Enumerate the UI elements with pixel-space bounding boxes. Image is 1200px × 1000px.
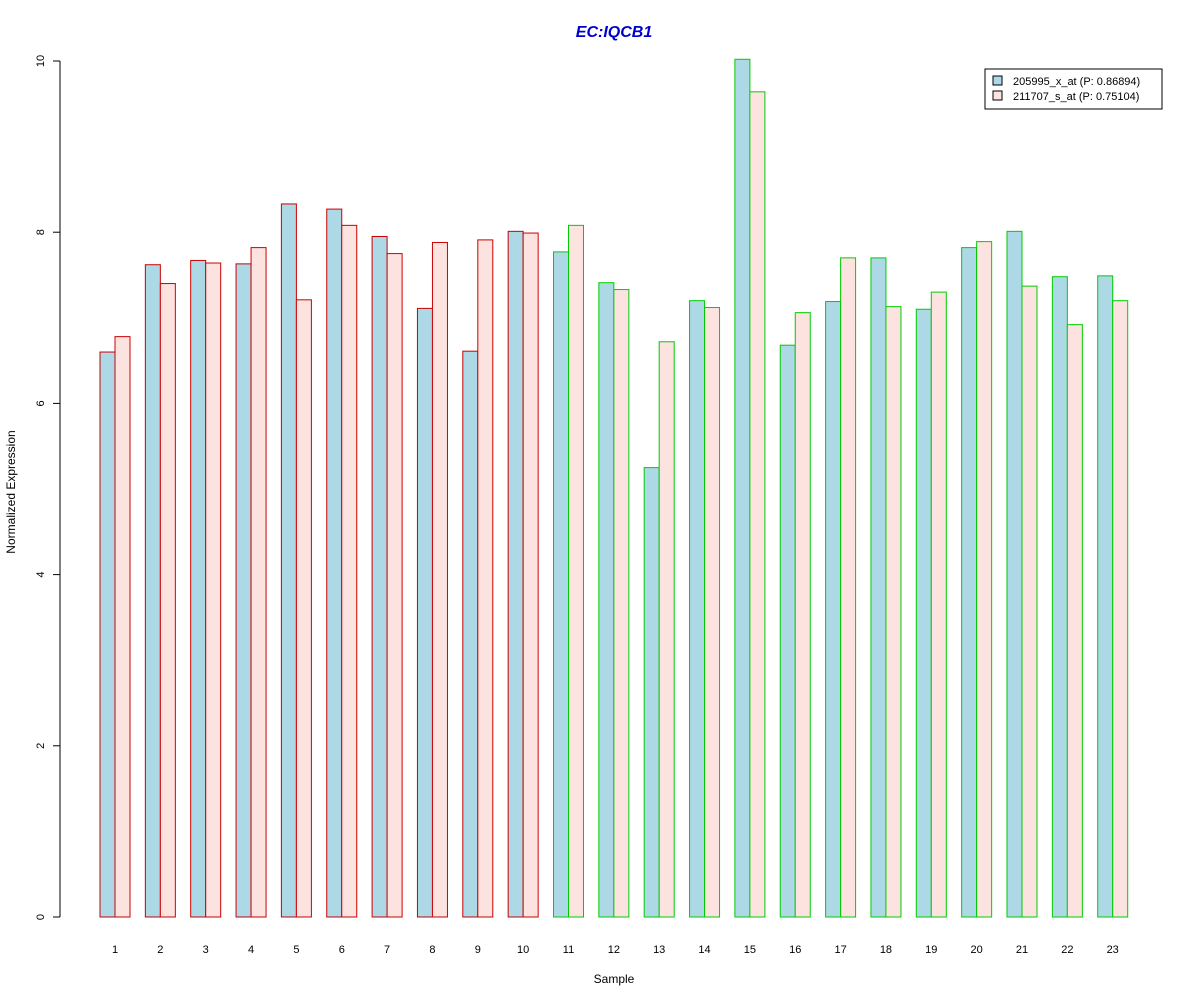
bar-series-2 bbox=[159, 283, 176, 918]
x-tick-label: 3 bbox=[203, 944, 209, 956]
x-tick-label: 11 bbox=[563, 944, 574, 956]
bar-series-1 bbox=[1051, 276, 1068, 918]
y-tick-label: 0 bbox=[35, 914, 47, 920]
bar-series-1 bbox=[1006, 230, 1023, 918]
y-tick-label: 8 bbox=[35, 229, 47, 235]
x-tick-label: 10 bbox=[517, 944, 529, 956]
bar-series-2 bbox=[477, 239, 494, 918]
y-tick-label: 10 bbox=[35, 55, 47, 67]
x-tick-label: 8 bbox=[429, 944, 435, 956]
bar-series-1 bbox=[280, 203, 297, 918]
bar-series-2 bbox=[114, 336, 131, 918]
bar-series-1 bbox=[689, 300, 706, 918]
x-tick-label: 2 bbox=[157, 944, 163, 956]
x-tick-label: 22 bbox=[1061, 944, 1073, 956]
legend: 205995_x_at (P: 0.86894) 211707_s_at (P:… bbox=[984, 68, 1163, 110]
bar-series-2 bbox=[930, 291, 947, 918]
bar-series-2 bbox=[1066, 324, 1083, 918]
x-tick-label: 7 bbox=[384, 944, 390, 956]
bar-series-2 bbox=[704, 307, 721, 918]
bar-series-1 bbox=[507, 230, 524, 918]
legend-swatch bbox=[992, 75, 1003, 86]
bar-series-1 bbox=[99, 351, 116, 918]
bar-series-2 bbox=[295, 299, 312, 918]
bar-series-1 bbox=[462, 350, 479, 918]
x-tick-label: 6 bbox=[339, 944, 345, 956]
bar-series-1 bbox=[598, 282, 615, 918]
x-tick-label: 17 bbox=[834, 944, 846, 956]
bar-series-1 bbox=[553, 251, 569, 918]
x-tick-label: 9 bbox=[475, 944, 481, 956]
x-tick-label: 19 bbox=[925, 944, 937, 956]
bar-series-1 bbox=[1097, 275, 1114, 918]
x-tick-label: 4 bbox=[248, 944, 254, 956]
bar-series-2 bbox=[1021, 285, 1038, 918]
x-tick-label: 13 bbox=[653, 944, 665, 956]
bar-series-2 bbox=[613, 289, 630, 918]
bar-series-2 bbox=[522, 232, 539, 918]
bar-series-2 bbox=[976, 241, 993, 918]
bar-series-1 bbox=[416, 307, 433, 918]
bar-series-1 bbox=[825, 301, 842, 918]
x-tick-label: 14 bbox=[698, 944, 710, 956]
x-axis-label: Sample bbox=[594, 972, 635, 986]
legend-entry-label: 211707_s_at (P: 0.75104) bbox=[1013, 91, 1139, 103]
x-tick-label: 20 bbox=[971, 944, 983, 956]
x-tick-label: 23 bbox=[1107, 944, 1119, 956]
bar-series-1 bbox=[734, 58, 751, 918]
y-axis: 0 2 4 6 8 10 bbox=[35, 55, 61, 920]
bar-series-1 bbox=[144, 264, 161, 918]
bar-series-2 bbox=[431, 241, 448, 918]
bar-series-2 bbox=[568, 224, 584, 918]
bar-series-2 bbox=[794, 312, 811, 918]
bar-series-2 bbox=[1112, 300, 1129, 918]
bar-series-2 bbox=[341, 224, 358, 918]
bar-series-1 bbox=[915, 308, 932, 918]
legend-box bbox=[984, 68, 1163, 110]
x-tick-label: 15 bbox=[744, 944, 756, 956]
bar-series-1 bbox=[643, 467, 660, 918]
bar-series-1 bbox=[779, 344, 796, 918]
bar-series-1 bbox=[235, 263, 252, 918]
bar-series-2 bbox=[840, 257, 857, 918]
chart-title: EC:IQCB1 bbox=[576, 24, 653, 41]
x-tick-label: 12 bbox=[608, 944, 620, 956]
y-tick-label: 6 bbox=[35, 400, 47, 406]
legend-entry-label: 205995_x_at (P: 0.86894) bbox=[1013, 76, 1140, 88]
bar-series-2 bbox=[386, 253, 403, 918]
y-tick-label: 4 bbox=[35, 572, 47, 578]
x-tick-labels: 1 2 3 4 5 6 7 8 9 10 11 12 13 14 15 16 17 18 19 20 21 22 23 bbox=[112, 944, 1119, 956]
x-tick-label: 1 bbox=[112, 944, 118, 956]
x-tick-label: 21 bbox=[1016, 944, 1028, 956]
bar-series-2 bbox=[250, 247, 267, 918]
bar-series-2 bbox=[205, 262, 222, 918]
y-tick-label: 2 bbox=[35, 743, 47, 749]
y-axis-label: Normalized Expression bbox=[4, 430, 18, 553]
x-tick-label: 16 bbox=[789, 944, 801, 956]
x-tick-label: 5 bbox=[293, 944, 299, 956]
bars bbox=[99, 58, 1129, 918]
bar-series-1 bbox=[961, 247, 978, 918]
bar-series-1 bbox=[870, 257, 887, 918]
legend-swatch bbox=[992, 90, 1003, 101]
bar-series-2 bbox=[658, 341, 675, 918]
bar-series-1 bbox=[371, 235, 388, 918]
bar-series-2 bbox=[885, 306, 902, 918]
bar-series-1 bbox=[190, 259, 207, 918]
x-tick-label: 18 bbox=[880, 944, 892, 956]
bar-series-1 bbox=[326, 208, 343, 918]
bar-series-2 bbox=[749, 91, 766, 918]
